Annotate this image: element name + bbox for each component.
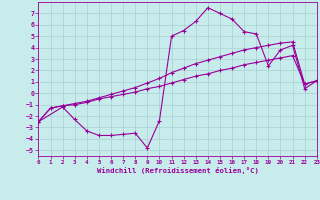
X-axis label: Windchill (Refroidissement éolien,°C): Windchill (Refroidissement éolien,°C): [97, 167, 259, 174]
